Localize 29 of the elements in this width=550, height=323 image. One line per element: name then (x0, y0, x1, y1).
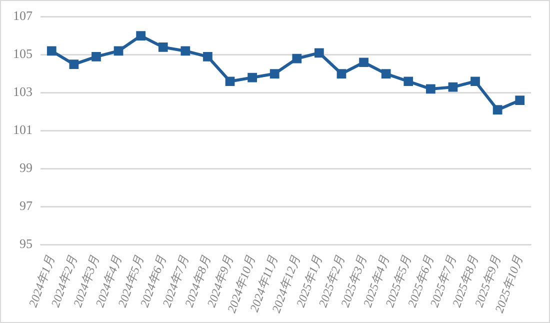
point (381, 69, 391, 78)
point (515, 96, 525, 106)
point (492, 105, 502, 115)
point (336, 69, 346, 78)
point (470, 76, 480, 86)
y-tick-label: 99 (20, 160, 32, 176)
point (448, 82, 458, 92)
point (248, 72, 257, 82)
point (270, 69, 280, 78)
point (203, 52, 212, 62)
point (69, 60, 79, 69)
y-tick-label: 97 (20, 198, 33, 214)
point (136, 31, 146, 40)
point (158, 42, 168, 52)
point (46, 46, 56, 56)
y-tick-label: 107 (13, 8, 33, 24)
point (426, 84, 436, 94)
point (225, 76, 235, 86)
y-tick-label: 101 (13, 122, 32, 138)
y-tick-label: 103 (13, 84, 32, 100)
point (359, 58, 368, 68)
point (92, 52, 101, 62)
y-tick-label: 105 (13, 46, 32, 62)
point (404, 76, 414, 86)
point (292, 54, 302, 64)
point (180, 46, 190, 56)
y-tick-label: 95 (20, 236, 32, 252)
point (314, 48, 324, 58)
point (114, 46, 124, 56)
